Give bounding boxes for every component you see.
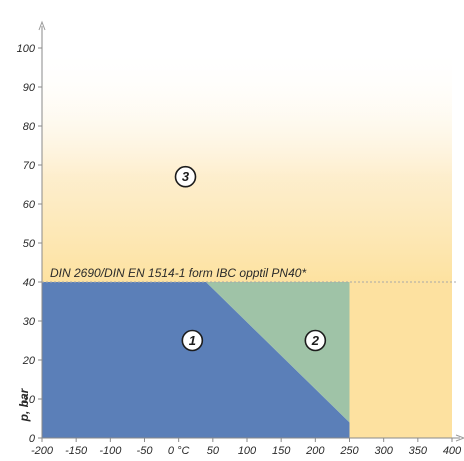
zone-1-area [42,282,350,438]
y-axis-arrow [38,20,46,31]
x-tick-label: 300 [374,445,393,457]
zone-2-area [206,282,350,423]
x-tick-label: -100 [99,445,122,457]
y-axis-title: p, bar [17,387,31,422]
y-tick-label: 10 [23,394,36,406]
x-tick-label: 200 [305,445,325,457]
x-tick-label: -200 [31,445,54,457]
zone-3-number: 3 [182,169,190,184]
x-tick-label: 0 °C [168,445,190,457]
right-region-area [349,282,452,438]
zone-2-number: 2 [311,333,320,348]
y-tick-label: 100 [17,43,36,55]
zones-layer [42,48,452,438]
reference-line-label: DIN 2690/DIN EN 1514-1 form IBC opptil P… [50,266,306,280]
x-tick-label: 150 [272,445,291,457]
x-tick-label: 350 [409,445,428,457]
zone-3-badge [174,165,197,188]
zone-2-badge [304,329,327,352]
y-tick-label: 40 [23,277,36,289]
labels-layer: DIN 2690/DIN EN 1514-1 form IBC opptil P… [17,165,327,422]
y-tick-label: 20 [22,355,36,367]
x-tick-label: 50 [207,445,220,457]
axes-layer: 0 10 20 30 40 50 60 70 80 90 100 -200 -150 -100 -50 0 °… [17,20,464,457]
x-tick-label: -50 [137,445,154,457]
y-tick-label: 50 [23,238,36,250]
x-tick-label: -150 [65,445,88,457]
x-axis-arrow [455,434,464,442]
x-tick-label: 100 [238,445,257,457]
y-tick-label: 80 [23,121,36,133]
x-tick-label: 400 [443,445,462,457]
zone-1-number: 1 [189,333,196,348]
y-tick-label: 0 [29,433,36,445]
zone-1-badge [181,329,204,352]
zone-3-area [42,48,452,282]
y-tick-label: 60 [23,199,36,211]
y-tick-label: 30 [23,316,36,328]
y-tick-label: 90 [23,82,36,94]
y-tick-label: 70 [23,160,36,172]
x-tick-label: 250 [339,445,359,457]
